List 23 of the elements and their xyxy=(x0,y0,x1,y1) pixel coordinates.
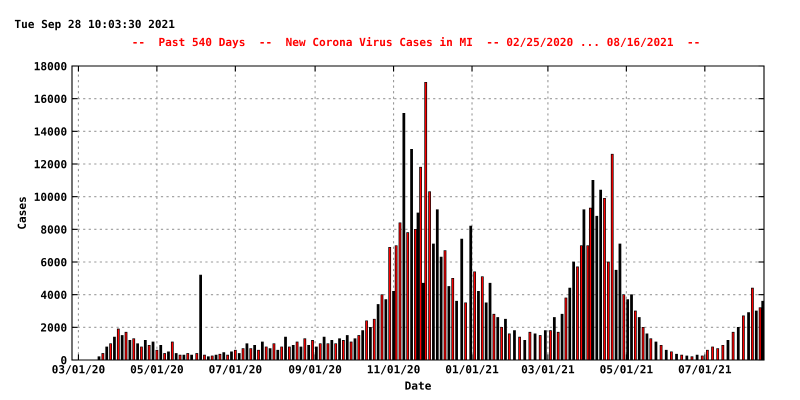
x-tick-label: 07/01/20 xyxy=(209,365,262,374)
y-tick-label: 8000 xyxy=(41,225,66,234)
x-tick-label: 11/01/20 xyxy=(368,365,420,374)
y-tick-label: 0 xyxy=(61,356,66,364)
y-tick-label: 2000 xyxy=(41,323,66,332)
y-tick-label: 14000 xyxy=(34,127,66,136)
y-tick-label: 10000 xyxy=(34,192,66,202)
x-tick-label: 03/01/21 xyxy=(522,365,574,374)
y-tick-label: 16000 xyxy=(34,94,66,104)
x-tick-label: 09/01/20 xyxy=(289,365,342,374)
x-axis-title: Date xyxy=(405,382,431,390)
y-tick-label: 12000 xyxy=(34,160,66,168)
y-tick-label: 18000 xyxy=(34,62,66,70)
text: Tue Sep 28 10:03:30 2021 xyxy=(14,20,174,30)
x-tick-label: 01/01/21 xyxy=(446,365,498,374)
x-tick-label: 03/01/20 xyxy=(52,365,105,374)
y-axis-title: Cases xyxy=(18,197,26,229)
y-tick-label: 6000 xyxy=(41,258,66,266)
chart-title: -- Past 540 Days -- New Corona Virus Cases in MI -- 02/25/2020 ... 08/16/2021 -- xyxy=(133,36,699,48)
y-tick-label: 4000 xyxy=(40,290,66,300)
x-tick-label: 05/01/20 xyxy=(130,365,183,374)
x-tick-label: 07/01/21 xyxy=(678,365,732,374)
x-tick-label: 05/01/21 xyxy=(600,365,653,374)
